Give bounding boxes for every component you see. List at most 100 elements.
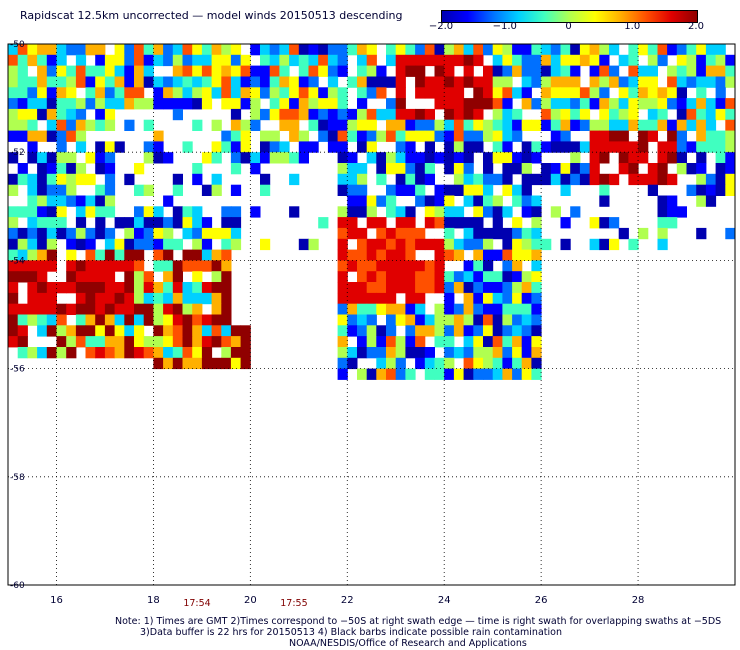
colorbar bbox=[441, 10, 698, 23]
heatmap-cell bbox=[531, 44, 542, 56]
heatmap-cell bbox=[221, 98, 232, 110]
heatmap-cell bbox=[647, 65, 658, 77]
heatmap-cell bbox=[492, 130, 503, 142]
heatmap-cell bbox=[424, 206, 435, 218]
heatmap-cell bbox=[153, 303, 164, 315]
heatmap-cell bbox=[211, 292, 222, 305]
heatmap-cell bbox=[124, 282, 135, 294]
heatmap-cell bbox=[618, 108, 629, 121]
heatmap-cell bbox=[153, 152, 164, 164]
heatmap-cell bbox=[211, 87, 222, 99]
heatmap-cell bbox=[502, 65, 513, 77]
heatmap-cell bbox=[483, 195, 494, 207]
heatmap-cell bbox=[667, 195, 678, 207]
heatmap-cell bbox=[153, 87, 164, 99]
heatmap-cell bbox=[95, 249, 106, 261]
heatmap-cell bbox=[46, 249, 57, 261]
heatmap-cell bbox=[512, 217, 523, 229]
heatmap-cell bbox=[444, 368, 455, 380]
heatmap-cell bbox=[715, 130, 726, 142]
heatmap-cell bbox=[153, 314, 164, 326]
heatmap-cell bbox=[725, 163, 736, 175]
heatmap-cell bbox=[512, 249, 523, 261]
heatmap-cell bbox=[153, 292, 164, 305]
heatmap-cell bbox=[240, 336, 251, 348]
heatmap-cell bbox=[269, 98, 280, 110]
heatmap-cell bbox=[424, 163, 435, 175]
heatmap-cell bbox=[75, 119, 87, 131]
heatmap-cell bbox=[492, 336, 503, 348]
heatmap-cell bbox=[502, 292, 513, 305]
heatmap-cell bbox=[473, 238, 484, 251]
heatmap-cell bbox=[405, 119, 416, 131]
heatmap-cell bbox=[230, 325, 242, 337]
heatmap-cell bbox=[153, 141, 164, 153]
heatmap-cell bbox=[483, 119, 494, 131]
heatmap-cell bbox=[337, 303, 348, 315]
heatmap-cell bbox=[541, 163, 552, 175]
heatmap-cell bbox=[192, 173, 203, 186]
heatmap-cell bbox=[705, 76, 717, 88]
heatmap-cell bbox=[337, 282, 348, 294]
heatmap-cell bbox=[124, 98, 135, 110]
heatmap-cell bbox=[521, 347, 532, 359]
heatmap-cell bbox=[686, 141, 697, 153]
heatmap-cell bbox=[201, 282, 213, 294]
heatmap-cell bbox=[395, 87, 406, 99]
heatmap-cell bbox=[483, 368, 494, 380]
heatmap-cell bbox=[134, 163, 145, 175]
heatmap-cell bbox=[37, 195, 48, 207]
heatmap-cell bbox=[453, 87, 465, 99]
heatmap-cell bbox=[298, 44, 309, 56]
heatmap-cell bbox=[463, 195, 474, 207]
heatmap-cell bbox=[415, 152, 426, 164]
heatmap-cell bbox=[56, 303, 67, 315]
heatmap-cell bbox=[8, 54, 19, 67]
heatmap-cell bbox=[463, 314, 474, 326]
heatmap-cell bbox=[521, 238, 532, 251]
heatmap-cell bbox=[541, 76, 552, 88]
heatmap-cell bbox=[211, 314, 222, 326]
heatmap-cell bbox=[134, 325, 145, 337]
heatmap-cell bbox=[134, 347, 145, 359]
heatmap-cell bbox=[405, 206, 416, 218]
heatmap-cell bbox=[221, 314, 232, 326]
heatmap-cell bbox=[434, 76, 445, 88]
heatmap-cell bbox=[221, 65, 232, 77]
heatmap-cell bbox=[357, 227, 368, 240]
heatmap-cell bbox=[521, 227, 532, 240]
heatmap-cell bbox=[492, 54, 503, 67]
heatmap-cell bbox=[395, 108, 406, 121]
heatmap-cell bbox=[37, 249, 48, 261]
heatmap-cell bbox=[85, 173, 96, 186]
heatmap-cell bbox=[75, 303, 87, 315]
heatmap-cell bbox=[483, 238, 494, 251]
heatmap-cell bbox=[512, 238, 523, 251]
heatmap-cell bbox=[502, 249, 513, 261]
heatmap-cell bbox=[230, 65, 242, 77]
heatmap-cell bbox=[667, 119, 678, 131]
heatmap-cell bbox=[599, 130, 610, 142]
heatmap-cell bbox=[512, 152, 523, 164]
heatmap-cell bbox=[366, 347, 377, 359]
heatmap-cell bbox=[453, 249, 465, 261]
heatmap-cell bbox=[85, 152, 96, 164]
heatmap-cell bbox=[424, 282, 435, 294]
heatmap-cell bbox=[27, 173, 38, 186]
heatmap-cell bbox=[463, 325, 474, 337]
heatmap-cell bbox=[211, 44, 222, 56]
heatmap-cell bbox=[153, 238, 164, 251]
heatmap-cell bbox=[8, 184, 19, 196]
heatmap-cell bbox=[211, 119, 222, 131]
heatmap-cell bbox=[444, 87, 455, 99]
heatmap-cell bbox=[463, 173, 474, 186]
heatmap-cell bbox=[357, 163, 368, 175]
heatmap-cell bbox=[386, 227, 397, 240]
heatmap-cell bbox=[434, 238, 445, 251]
heatmap-cell bbox=[56, 44, 67, 56]
heatmap-cell bbox=[541, 87, 552, 99]
heatmap-cell bbox=[66, 303, 77, 315]
heatmap-cell bbox=[114, 260, 125, 272]
heatmap-cell bbox=[143, 184, 154, 196]
heatmap-cell bbox=[502, 336, 513, 348]
